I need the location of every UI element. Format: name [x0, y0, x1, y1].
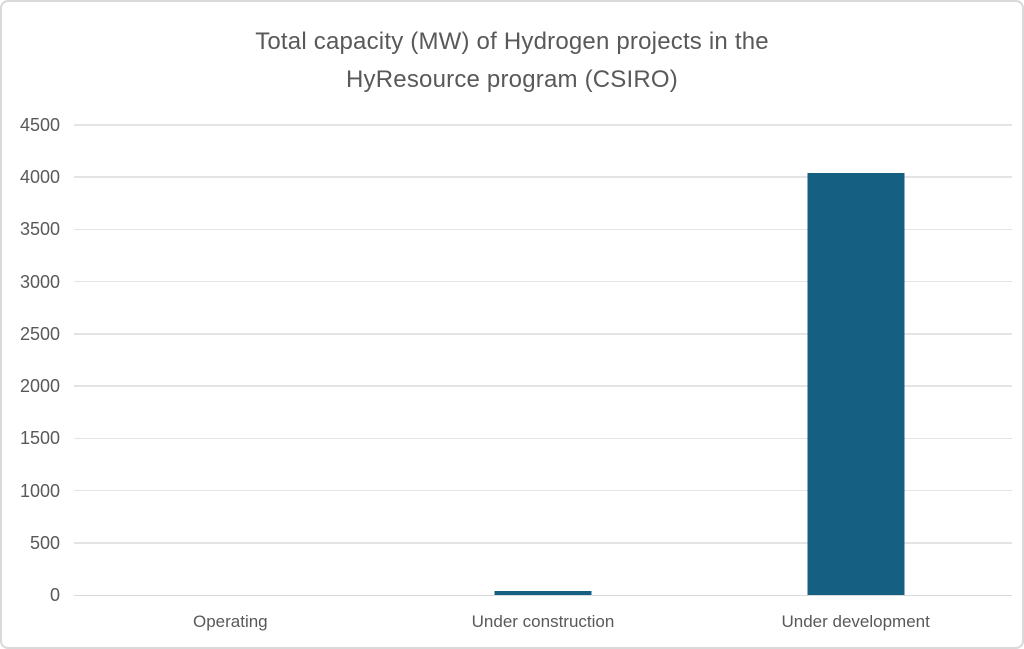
gridline-500: [74, 542, 1012, 544]
bar-under-development: [807, 173, 905, 595]
x-axis-line: [74, 594, 1012, 596]
bar-slot-0: [74, 125, 387, 595]
gridline-3000: [74, 280, 1012, 283]
gridline-1000: [74, 489, 1012, 492]
chart-title-line-2: HyResource program (CSIRO): [346, 66, 678, 93]
gridline-3500: [74, 228, 1012, 231]
chart-title-line-1: Total capacity (MW) of Hydrogen projects…: [255, 28, 769, 55]
y-tick-label-4500: 4500: [19, 115, 60, 135]
y-tick-label-2000: 2000: [19, 376, 60, 397]
y-tick-label-3500: 3500: [19, 219, 60, 240]
gridline-4500: [74, 124, 1012, 126]
y-tick-label-2500: 2500: [19, 323, 60, 344]
x-category-label-under-development: Under development: [781, 612, 930, 631]
gridline-2500: [74, 333, 1012, 335]
y-tick-label-500: 500: [29, 532, 60, 553]
gridline-1500: [74, 437, 1012, 440]
gridline-4000: [74, 176, 1012, 178]
x-axis-category-labels: Operating Under construction Under develop…: [74, 610, 1012, 634]
gridline-2000: [74, 385, 1012, 387]
y-tick-label-1000: 1000: [19, 480, 60, 501]
x-category-label-under-construction: Under construction: [471, 612, 615, 631]
y-tick-label-4000: 4000: [19, 167, 60, 188]
x-category-label-operating: Operating: [192, 612, 268, 631]
chart-title: Total capacity (MW) of Hydrogen projects…: [2, 23, 1022, 99]
y-tick-label-1500: 1500: [19, 428, 60, 449]
bar-under-construction: [494, 590, 592, 595]
y-tick-label-3000: 3000: [19, 271, 60, 292]
bar-slot-1: [387, 125, 700, 595]
y-tick-label-0: 0: [49, 585, 60, 605]
plot-area: [74, 124, 1012, 596]
bar-slot-2: [699, 125, 1012, 595]
